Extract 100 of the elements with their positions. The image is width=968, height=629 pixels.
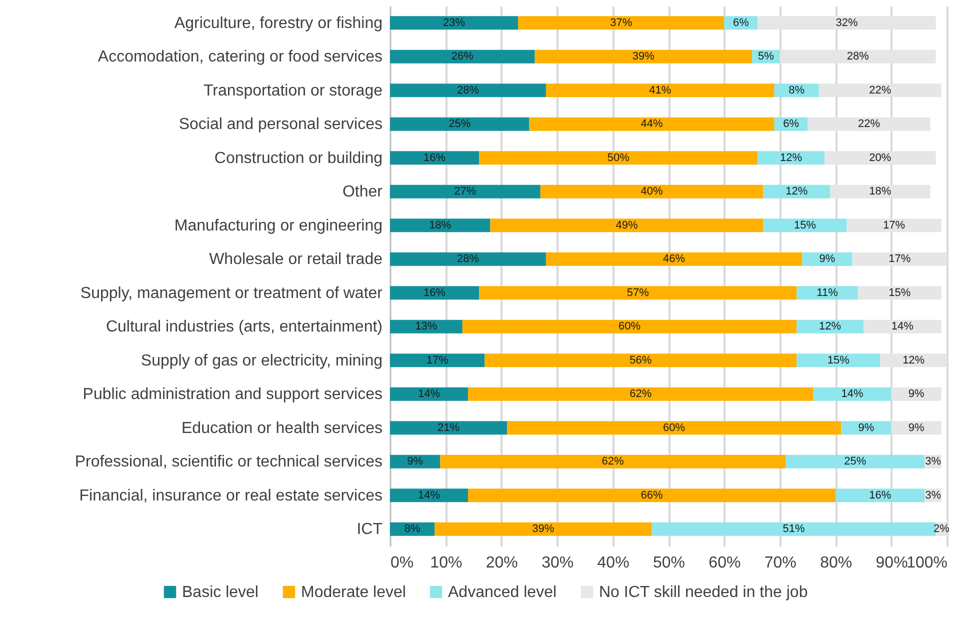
data-label: 17% <box>883 219 906 232</box>
data-label: 18% <box>429 219 452 232</box>
bar <box>390 117 530 131</box>
bar <box>785 454 925 468</box>
bar <box>852 252 947 266</box>
data-label: 16% <box>869 489 892 502</box>
bar <box>758 151 824 165</box>
bar <box>830 184 930 198</box>
bar <box>540 184 764 198</box>
y-tick-label: Supply, management or treatment of water <box>80 284 384 302</box>
data-label: 3% <box>925 456 942 468</box>
data-label: 14% <box>418 388 440 400</box>
x-tick-label: 100% <box>906 554 948 572</box>
data-label: 14% <box>841 388 864 400</box>
data-label: 44% <box>640 118 664 130</box>
bar <box>390 84 546 98</box>
bar <box>824 151 936 165</box>
y-tick-label: Social and personal services <box>178 116 382 134</box>
bar <box>546 84 774 98</box>
bar <box>763 184 830 198</box>
data-label: 28% <box>846 50 870 63</box>
data-label: 8% <box>404 523 420 536</box>
bar <box>796 354 880 368</box>
data-label: 12% <box>819 320 842 333</box>
data-label: 9% <box>908 422 925 434</box>
bar <box>390 151 480 165</box>
data-label: 17% <box>426 354 449 366</box>
data-label: 49% <box>616 219 638 232</box>
data-label: 28% <box>456 84 480 96</box>
bar <box>863 320 942 334</box>
y-tick-label: Agriculture, forestry or fishing <box>174 14 382 32</box>
bar <box>468 387 814 401</box>
bar <box>490 218 764 232</box>
data-label: 40% <box>640 186 664 198</box>
y-tick-label: ICT <box>356 521 383 538</box>
y-tick-label: Professional, scientific or technical services <box>74 454 382 471</box>
bar <box>652 522 936 536</box>
bar <box>802 252 852 266</box>
bar <box>846 218 942 232</box>
y-tick-label: Supply of gas or electricity, mining <box>140 352 382 370</box>
x-tick-label: 60% <box>708 554 741 572</box>
data-label: 25% <box>448 118 471 130</box>
x-tick-label: 50% <box>652 554 686 572</box>
data-label: 21% <box>437 422 460 434</box>
data-label: 12% <box>786 186 808 198</box>
data-label: 13% <box>415 320 438 333</box>
data-label: 6% <box>783 118 800 130</box>
data-label: 14% <box>418 489 440 502</box>
data-label: 28% <box>456 253 480 266</box>
data-label: 3% <box>925 489 942 502</box>
legend-label: No ICT skill needed in the job <box>599 584 808 601</box>
y-tick-label: Education or health services <box>182 420 382 437</box>
bar <box>506 421 842 435</box>
x-tick-label: 80% <box>820 554 852 572</box>
data-label: 41% <box>649 84 672 96</box>
data-label: 16% <box>424 152 446 164</box>
bar <box>390 16 518 30</box>
y-tick-label: Construction or building <box>214 150 382 167</box>
data-label: 9% <box>407 456 424 468</box>
bar <box>390 184 540 198</box>
data-label: 9% <box>908 388 925 400</box>
data-label: 8% <box>788 84 805 96</box>
y-tick-label: Accomodation, catering or food services <box>98 48 382 66</box>
data-label: 57% <box>626 286 650 299</box>
data-label: 60% <box>618 320 641 333</box>
bar <box>808 117 930 131</box>
x-tick-label: 10% <box>430 554 462 572</box>
bar <box>763 218 847 232</box>
bar <box>534 50 752 64</box>
data-label: 15% <box>888 286 911 299</box>
y-tick-label: Manufacturing or engineering <box>174 217 382 234</box>
data-label: 66% <box>640 489 664 502</box>
data-label: 11% <box>816 286 838 299</box>
bar <box>390 320 462 334</box>
data-label: 27% <box>454 186 476 198</box>
bar <box>758 16 936 30</box>
data-label: 56% <box>630 354 652 366</box>
data-label: 26% <box>451 50 474 63</box>
bar <box>390 50 535 64</box>
data-label: 22% <box>858 118 880 130</box>
bar <box>390 488 468 502</box>
bar <box>529 117 774 131</box>
bar <box>468 488 836 502</box>
x-tick-label: 20% <box>486 554 518 572</box>
data-label: 12% <box>780 152 802 164</box>
bar <box>434 522 652 536</box>
data-label: 51% <box>782 523 806 536</box>
data-label: 22% <box>869 84 892 96</box>
bar <box>484 354 797 368</box>
data-label: 18% <box>869 186 892 198</box>
bar <box>813 387 892 401</box>
data-label: 2% <box>933 523 950 536</box>
data-label: 25% <box>844 456 866 468</box>
data-label: 9% <box>858 422 874 434</box>
x-tick-label: 90% <box>876 554 908 572</box>
bar <box>518 16 724 30</box>
data-label: 46% <box>663 253 686 266</box>
bar <box>390 387 468 401</box>
data-label: 17% <box>888 253 911 266</box>
legend-label: Advanced level <box>448 584 557 601</box>
